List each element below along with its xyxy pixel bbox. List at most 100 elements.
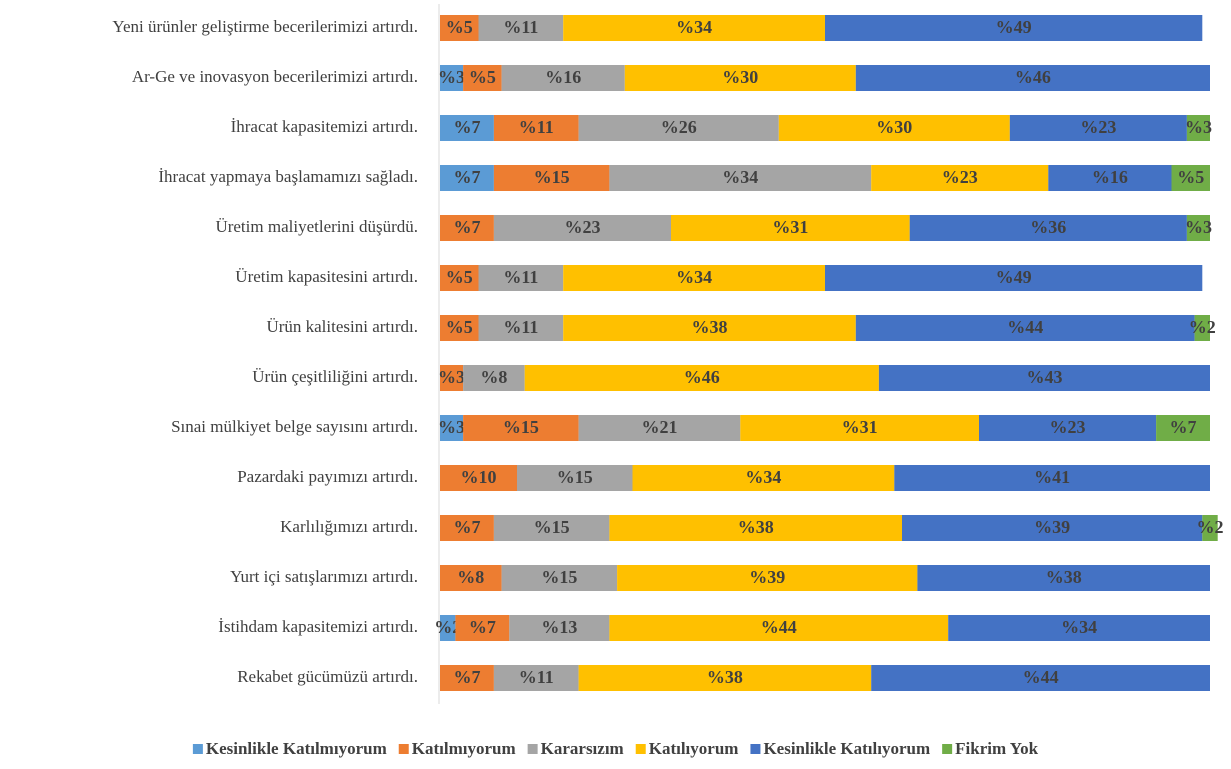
- bar-segment: [917, 565, 1210, 591]
- bar-segment: [440, 65, 464, 91]
- data-label: %7: [469, 617, 496, 637]
- data-label: %7: [453, 517, 480, 537]
- data-label: %15: [541, 567, 577, 587]
- category-label: Yurt içi satışlarımızı artırdı.: [230, 567, 418, 586]
- data-label: %7: [453, 167, 480, 187]
- data-label: %21: [641, 417, 677, 437]
- data-label: %44: [1007, 317, 1043, 337]
- category-label: İhracat kapasitemizi artırdı.: [231, 117, 418, 136]
- bar-segment: [871, 665, 1210, 691]
- bar-segment: [1202, 515, 1218, 541]
- legend-swatch: [527, 744, 538, 754]
- bar-segment: [578, 415, 741, 441]
- data-label: %10: [461, 467, 497, 487]
- bar-segment: [501, 565, 618, 591]
- bar-segment: [440, 265, 479, 291]
- legend-label: Katılıyorum: [649, 739, 739, 758]
- data-label: %30: [876, 117, 912, 137]
- bar-segment: [478, 265, 564, 291]
- data-label: %30: [722, 67, 758, 87]
- bar-segment: [493, 115, 579, 141]
- data-label: %39: [1034, 517, 1070, 537]
- data-label: %3: [438, 367, 465, 387]
- data-label: %44: [761, 617, 797, 637]
- data-label: %38: [692, 317, 728, 337]
- bar-segment: [493, 165, 610, 191]
- bar-segment: [478, 315, 564, 341]
- data-label: %15: [534, 517, 570, 537]
- bar-segment: [517, 465, 633, 491]
- bar-segment: [632, 465, 895, 491]
- data-label: %44: [1023, 667, 1059, 687]
- category-label: Yeni ürünler geliştirme becerilerimizi a…: [112, 17, 418, 36]
- bar-segment: [979, 415, 1157, 441]
- bar-segment: [609, 165, 872, 191]
- bar-segment: [617, 565, 918, 591]
- data-label: %39: [749, 567, 785, 587]
- bar-segment: [463, 415, 579, 441]
- bar-segment: [825, 265, 1203, 291]
- data-label: %13: [541, 617, 577, 637]
- data-label: %11: [503, 17, 538, 37]
- data-label: %16: [1092, 167, 1128, 187]
- data-label: %23: [564, 217, 600, 237]
- data-label: %34: [1061, 617, 1097, 637]
- category-label: Rekabet gücümüzü artırdı.: [237, 667, 418, 686]
- bar-segment: [440, 615, 456, 641]
- category-label: Üretim kapasitesini artırdı.: [235, 267, 418, 286]
- data-label: %26: [661, 117, 697, 137]
- category-label: Üretim maliyetlerini düşürdü.: [215, 217, 418, 236]
- bar-segment: [909, 215, 1187, 241]
- data-label: %5: [446, 267, 473, 287]
- legend-swatch: [942, 744, 953, 754]
- bar-segment: [463, 65, 502, 91]
- bar-segment: [440, 365, 464, 391]
- data-label: %5: [469, 67, 496, 87]
- bar-segment: [563, 15, 825, 41]
- data-label: %46: [684, 367, 720, 387]
- data-label: %11: [503, 267, 538, 287]
- bar-segment: [501, 65, 625, 91]
- data-label: %15: [557, 467, 593, 487]
- bar-segment: [1156, 415, 1210, 441]
- bar-segment: [671, 215, 910, 241]
- category-label: Ar-Ge ve inovasyon becerilerimizi artırd…: [132, 67, 418, 86]
- data-label: %2: [1189, 317, 1216, 337]
- category-label: İstihdam kapasitemizi artırdı.: [218, 617, 418, 636]
- data-label: %34: [745, 467, 781, 487]
- data-label: %5: [1177, 167, 1204, 187]
- category-label: Sınai mülkiyet belge sayısını artırdı.: [171, 417, 418, 436]
- data-label: %38: [1046, 567, 1082, 587]
- data-label: %3: [438, 417, 465, 437]
- data-label: %7: [1170, 417, 1197, 437]
- bar-segment: [948, 615, 1210, 641]
- bar-segment: [478, 15, 564, 41]
- data-label: %2: [434, 617, 461, 637]
- data-label: %38: [707, 667, 743, 687]
- data-label: %49: [996, 17, 1032, 37]
- data-label: %36: [1030, 217, 1066, 237]
- legend-swatch: [192, 744, 203, 754]
- data-label: %49: [996, 267, 1032, 287]
- data-label: %15: [503, 417, 539, 437]
- data-label: %3: [1185, 217, 1212, 237]
- bar-segment: [894, 465, 1210, 491]
- bar-segment: [878, 365, 1210, 391]
- bar-segment: [440, 465, 517, 491]
- data-label: %3: [438, 67, 465, 87]
- data-label: %5: [446, 317, 473, 337]
- data-label: %31: [842, 417, 878, 437]
- category-label: Karlılığımızı artırdı.: [280, 517, 418, 536]
- legend-label: Kesinlikle Katılmıyorum: [206, 739, 387, 758]
- bar-segment: [493, 515, 610, 541]
- bar-segment: [524, 365, 879, 391]
- bar-segment: [578, 115, 779, 141]
- bar-segment: [902, 515, 1203, 541]
- data-label: %8: [480, 367, 507, 387]
- bar-segment: [1186, 115, 1210, 141]
- legend-swatch: [398, 744, 409, 754]
- bar-segment: [855, 65, 1210, 91]
- data-label: %23: [1080, 117, 1116, 137]
- bar-segment: [455, 615, 510, 641]
